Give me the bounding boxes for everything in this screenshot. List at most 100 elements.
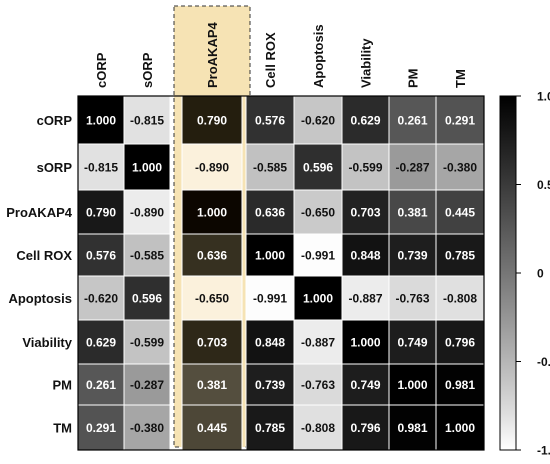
cell-value-label: 0.596 [132,292,162,306]
cell-value-label: 1.000 [86,114,116,128]
heatmap-cell [388,319,437,365]
cell-value-label: -0.763 [301,378,335,392]
column-label: sORP [140,52,155,88]
cell-value-label: 0.261 [397,114,427,128]
heatmap-cell [77,319,125,365]
cell-value-label: 0.749 [350,378,380,392]
cell-value-label: 0.636 [197,249,227,263]
cell-value-label: -0.991 [253,292,287,306]
cell-value-label: 0.848 [255,336,285,350]
cell-value-label: 0.749 [397,336,427,350]
cell-value-label: 0.291 [445,114,475,128]
colorbar-tick-label: 0.5 [537,178,550,192]
cell-value-label: 0.381 [397,206,427,220]
heatmap-cell [388,275,437,321]
heatmap-cell [293,319,343,365]
colorbar-bar [499,95,517,451]
cell-value-label: 0.445 [197,421,227,435]
cell-value-label: 1.000 [303,292,333,306]
colorbar: 1.0 0.5 0 -0.5 -1.0 [499,90,550,458]
cell-value-label: 0.790 [197,114,227,128]
row-label: sORP [37,160,73,175]
cell-value-label: 0.848 [350,249,380,263]
row-label: Apoptosis [8,291,72,306]
heatmap-cell [245,189,295,235]
cell-value-label: 0.576 [86,249,116,263]
cell-value-label: -0.650 [195,292,229,306]
cell-value-label: -0.887 [301,336,335,350]
heatmap-cell [181,275,243,321]
cell-value-label: 1.000 [255,249,285,263]
cell-value-label: -0.620 [301,114,335,128]
column-label: PM [406,69,421,89]
cell-value-label: 0.629 [86,336,116,350]
heatmap-cell [181,143,243,191]
heatmap-cell [123,189,171,235]
cell-value-label: -0.620 [84,292,118,306]
heatmap-cell [293,143,343,191]
column-label: Viability [359,38,374,88]
heatmap-cell [181,233,243,277]
cell-value-label: 0.785 [445,249,475,263]
column-label: ProAKAP4 [205,21,220,88]
cell-value-label: -0.815 [84,161,118,175]
row-label: ProAKAP4 [6,205,73,220]
heatmap-cell [77,95,125,145]
heatmap-cell [388,95,437,145]
cell-value-label: 0.636 [255,206,285,220]
heatmap-cell [388,363,437,406]
heatmap-cell [123,233,171,277]
cell-value-label: 1.000 [445,421,475,435]
heatmap-cell [245,233,295,277]
cell-value-label: 0.981 [445,378,475,392]
cell-value-label: -0.763 [395,292,429,306]
heatmap-cell [341,233,390,277]
cell-value-label: 0.381 [197,378,227,392]
column-label: Cell ROX [263,32,278,88]
cell-value-label: 0.739 [255,378,285,392]
row-label: PM [53,378,73,393]
cell-value-label: -0.808 [301,421,335,435]
heatmap-cell [341,189,390,235]
cell-value-label: -0.890 [130,206,164,220]
cell-value-label: -0.808 [443,292,477,306]
heatmap-cell [181,95,243,145]
cell-value-label: 1.000 [397,378,427,392]
cell-value-label: 0.703 [197,336,227,350]
cell-value-label: 0.703 [350,206,380,220]
heatmap-cell [123,404,171,451]
row-label: Viability [22,335,72,350]
cell-value-label: 0.796 [350,421,380,435]
heatmap-cell [245,404,295,451]
cell-value-label: -0.585 [130,249,164,263]
labels-layer: cORP sORP ProAKAP4 Cell ROX Apoptosis Viabili… [6,21,468,435]
column-label: Apoptosis [311,24,326,88]
cell-value-label: 0.291 [86,421,116,435]
heatmap-cell [181,319,243,365]
cell-value-label: -0.887 [348,292,382,306]
cell-value-label: 1.000 [350,336,380,350]
cell-value-label: 0.785 [255,421,285,435]
colorbar-tick-label: -1.0 [537,444,550,458]
colorbar-tick-label: 1.0 [537,90,550,104]
cell-value-label: -0.287 [130,378,164,392]
cell-value-label: 0.629 [350,114,380,128]
row-label: cORP [37,113,73,128]
heatmap-cell [388,143,437,191]
cell-value-label: -0.287 [395,161,429,175]
cell-value-label: -0.380 [130,421,164,435]
cell-value-label: 0.576 [255,114,285,128]
cell-value-label: 0.445 [445,206,475,220]
cell-value-label: 0.261 [86,378,116,392]
heatmap-cell [181,363,243,406]
heatmap-cell [123,363,171,406]
cell-value-label: -0.599 [348,161,382,175]
cells-layer: 1.000 -0.815 0.790 0.576 -0.620 0.629 0.261 0.2… [77,95,485,451]
heatmap-cell [293,363,343,406]
heatmap-cell [293,95,343,145]
heatmap-cell [435,143,485,191]
row-label: TM [53,421,72,436]
cell-value-label: 0.790 [86,206,116,220]
cell-value-label: -0.650 [301,206,335,220]
